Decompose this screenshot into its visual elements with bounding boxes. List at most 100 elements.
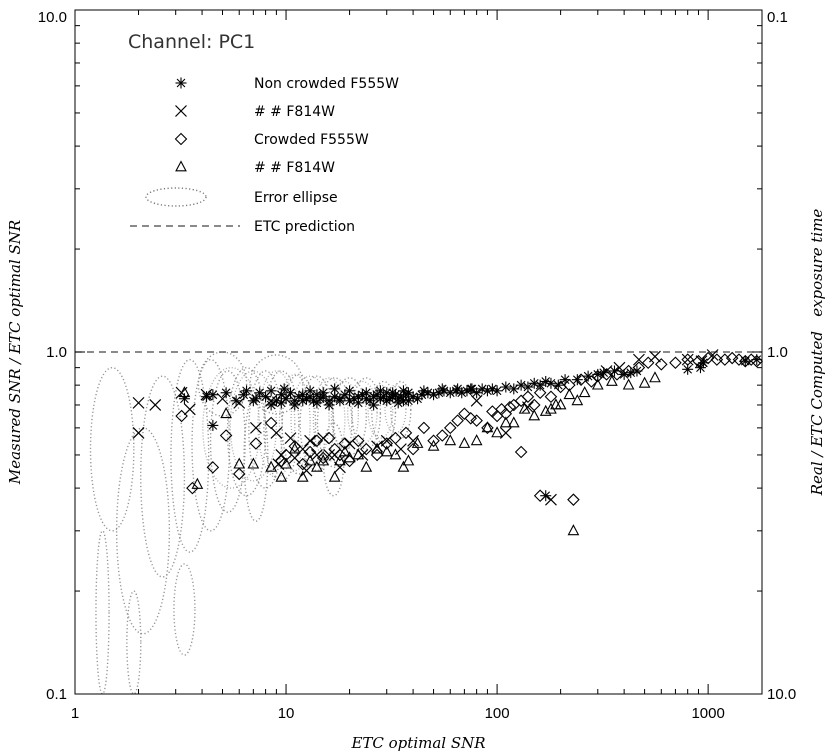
data-point-asterisk	[545, 377, 557, 389]
data-point-triangle	[528, 409, 541, 421]
data-point-diamond	[186, 481, 199, 495]
data-point-asterisk	[207, 419, 219, 431]
y-tick-label: 10.0	[38, 9, 67, 26]
data-point-cross	[233, 396, 246, 409]
data-point-asterisk	[334, 395, 346, 407]
y2-tick-label: 1.0	[767, 344, 788, 361]
data-point-asterisk	[515, 379, 527, 391]
legend-triangle-icon	[175, 160, 187, 172]
data-point-diamond	[514, 445, 528, 459]
error-ellipse	[316, 377, 353, 469]
data-point-cross	[304, 434, 317, 447]
data-point-diamond	[632, 361, 646, 374]
data-point-cross	[706, 349, 719, 361]
data-point-cross	[132, 396, 145, 409]
data-point-asterisk	[465, 383, 477, 395]
data-point-asterisk	[534, 379, 546, 391]
data-point-triangle	[371, 442, 383, 454]
data-point-diamond	[533, 489, 547, 502]
legend-diamond-icon	[174, 132, 188, 146]
data-point-triangle	[233, 457, 246, 469]
data-point-asterisk	[360, 387, 372, 399]
error-ellipse	[209, 370, 246, 513]
data-point-asterisk	[207, 389, 219, 401]
data-point-triangle	[427, 439, 440, 451]
data-point-cross	[280, 392, 292, 405]
data-point-cross	[600, 365, 613, 377]
data-point-diamond	[316, 451, 330, 465]
data-point-cross	[681, 353, 694, 366]
data-point-asterisk	[230, 395, 242, 407]
data-point-diamond	[322, 431, 336, 445]
data-point-diamond	[399, 426, 413, 440]
data-point-asterisk	[571, 374, 583, 386]
data-point-cross	[300, 464, 313, 477]
data-point-asterisk	[250, 393, 262, 405]
data-point-asterisk	[317, 387, 329, 399]
data-point-diamond	[563, 378, 576, 392]
data-point-asterisk	[344, 385, 356, 397]
data-point-asterisk	[201, 391, 213, 403]
data-point-triangle	[649, 371, 661, 383]
data-point-triangle	[288, 442, 301, 454]
data-point-diamond	[458, 407, 471, 420]
data-point-cross	[183, 403, 196, 416]
legend-label: # # F814W	[254, 160, 335, 176]
data-point-asterisk	[344, 395, 356, 407]
data-point-triangle	[563, 388, 576, 400]
data-point-diamond	[544, 390, 558, 404]
legend-label: Error ellipse	[254, 190, 338, 206]
x-tick-label: 1000	[691, 705, 724, 722]
legend-ellipse-icon	[145, 187, 207, 207]
error-ellipse	[257, 370, 296, 479]
data-point-diamond	[669, 356, 682, 370]
data-point-diamond	[206, 461, 220, 474]
data-point-diamond	[352, 434, 365, 448]
data-point-cross	[407, 434, 420, 447]
data-point-triangle	[275, 470, 288, 482]
data-point-triangle	[334, 454, 346, 466]
data-point-triangle	[571, 394, 584, 406]
error-ellipse	[173, 563, 196, 656]
data-point-asterisk	[428, 389, 440, 401]
data-point-triangle	[343, 451, 356, 463]
data-point-asterisk	[436, 383, 448, 395]
data-point-triangle	[402, 454, 415, 466]
data-point-diamond	[232, 467, 246, 481]
data-point-triangle	[265, 460, 278, 472]
data-point-asterisk	[285, 387, 297, 399]
data-point-diamond	[600, 368, 613, 381]
error-ellipse	[371, 380, 397, 445]
y-tick-label: 0.1	[46, 686, 67, 703]
data-point-asterisk	[304, 385, 316, 397]
data-point-diamond	[264, 416, 278, 430]
error-ellipse	[322, 422, 345, 497]
data-point-diamond	[443, 421, 457, 435]
data-point-diamond	[567, 493, 580, 506]
data-point-asterisk	[552, 379, 564, 391]
data-point-cross	[333, 461, 346, 474]
data-point-diamond	[655, 358, 668, 371]
data-point-triangle	[507, 416, 520, 428]
legend: Non crowded F555W # # F814W Crowded F555W #…	[130, 76, 399, 235]
data-point-asterisk	[289, 399, 301, 411]
legend-cross-icon	[175, 105, 187, 117]
data-point-asterisk	[491, 385, 503, 397]
data-point-diamond	[333, 448, 347, 462]
legend-label: Crowded F555W	[254, 132, 369, 148]
data-point-diamond	[521, 390, 535, 404]
data-point-cross	[200, 388, 213, 401]
data-point-asterisk	[265, 385, 277, 397]
data-point-asterisk	[500, 381, 512, 393]
data-point-triangle	[178, 386, 191, 398]
data-point-asterisk	[241, 385, 253, 397]
data-point-asterisk	[387, 387, 399, 399]
data-point-triangle	[352, 448, 365, 460]
data-point-asterisk	[381, 395, 393, 407]
data-point-triangle	[311, 460, 323, 472]
error-ellipse	[95, 530, 110, 695]
data-point-cross	[149, 399, 162, 411]
error-ellipses	[89, 351, 412, 695]
error-ellipse	[249, 354, 304, 415]
